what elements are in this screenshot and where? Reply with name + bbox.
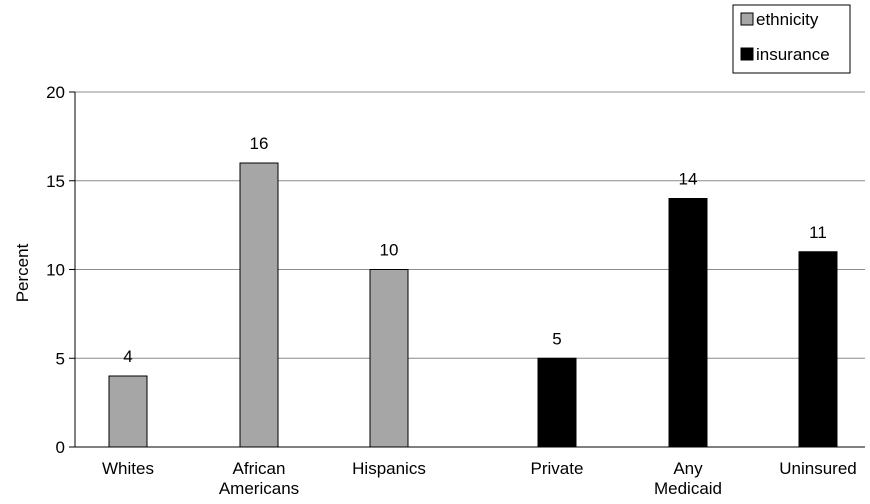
data-label: 14 <box>679 170 698 189</box>
y-tick-label: 0 <box>56 438 65 457</box>
x-category-label: Hispanics <box>352 459 426 478</box>
legend-swatch-ethnicity <box>740 12 754 26</box>
axes <box>69 91 865 448</box>
bar <box>537 357 577 448</box>
x-category-label: African <box>233 459 286 478</box>
data-label: 5 <box>552 329 561 348</box>
data-label: 11 <box>809 223 827 242</box>
x-category-label: Whites <box>102 459 154 478</box>
x-category-label: Private <box>531 459 584 478</box>
x-category-label: Medicaid <box>654 479 722 498</box>
y-tick-label: 5 <box>56 349 65 368</box>
bar <box>108 375 148 448</box>
bar <box>668 198 708 448</box>
legend-label-insurance: insurance <box>756 45 830 64</box>
y-tick-label: 20 <box>46 83 65 102</box>
legend-swatch-insurance <box>740 47 754 61</box>
data-label: 10 <box>380 241 399 260</box>
bar <box>369 269 409 448</box>
x-category-label: Americans <box>219 479 299 498</box>
gridlines <box>75 91 865 359</box>
bar <box>798 251 838 448</box>
bar <box>239 162 279 448</box>
y-tick-label: 15 <box>46 172 65 191</box>
y-tick-label: 10 <box>46 261 65 280</box>
data-label: 16 <box>250 134 269 153</box>
y-axis-label: Percent <box>13 243 32 302</box>
data-label: 4 <box>123 347 132 366</box>
bars <box>108 162 838 448</box>
legend: ethnicity insurance <box>732 4 851 74</box>
x-category-label: Any <box>673 459 703 478</box>
x-category-label: Uninsured <box>779 459 857 478</box>
legend-label-ethnicity: ethnicity <box>756 10 819 29</box>
